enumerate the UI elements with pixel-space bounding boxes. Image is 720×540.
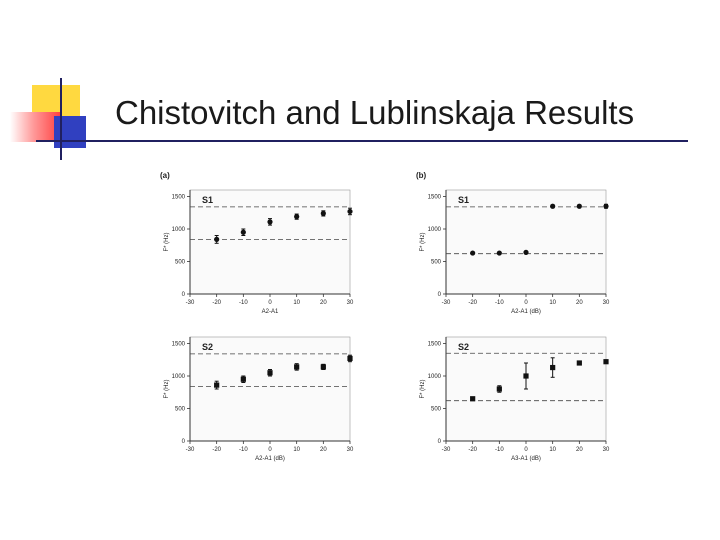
panel-letter: (b)	[416, 171, 427, 180]
panel-letter: (a)	[160, 171, 170, 180]
slide-title: Chistovitch and Lublinskaja Results	[115, 94, 635, 131]
y-tick-label: 500	[175, 260, 186, 266]
x-tick-label: 10	[549, 447, 556, 453]
data-point	[496, 386, 502, 392]
panel-series-label: S1	[202, 195, 213, 205]
x-tick-label: -30	[442, 447, 451, 453]
data-point	[320, 210, 326, 216]
data-point	[240, 376, 246, 382]
y-tick-label: 1000	[428, 374, 442, 380]
y-tick-label: 1500	[172, 342, 186, 348]
x-tick-label: -20	[212, 447, 221, 453]
y-tick-label: 1500	[428, 342, 442, 348]
x-tick-label: 10	[549, 300, 556, 306]
decor-blue-square	[54, 116, 86, 148]
x-tick-label: 30	[603, 300, 610, 306]
x-tick-label: -10	[239, 447, 248, 453]
x-tick-label: 30	[347, 447, 354, 453]
x-tick-label: -10	[495, 447, 504, 453]
decor-red-bar	[10, 112, 62, 142]
y-tick-label: 500	[175, 407, 186, 413]
y-tick-label: 1000	[172, 374, 186, 380]
x-tick-label: 10	[293, 447, 300, 453]
data-point	[267, 370, 273, 376]
decor-vertical-rule	[60, 78, 62, 160]
panel-series-label: S1	[458, 195, 469, 205]
data-point	[550, 364, 556, 371]
data-point	[294, 214, 300, 220]
x-tick-label: -30	[186, 447, 195, 453]
data-point	[347, 355, 353, 362]
data-point	[470, 396, 476, 402]
x-tick-label: -20	[468, 447, 477, 453]
y-tick-label: 0	[438, 439, 442, 445]
x-tick-label: 20	[576, 447, 583, 453]
data-point	[523, 249, 529, 255]
chart-panel-4: -30 -20 -10 0 10 20 30 0 500 1000 1500 S2 A3-A1 (dB)…	[420, 336, 610, 462]
y-tick-label: 1000	[172, 227, 186, 233]
data-point	[496, 250, 502, 256]
y-axis-label: F* (Hz)	[420, 380, 426, 399]
x-tick-label: -10	[495, 300, 504, 306]
data-point	[470, 250, 476, 256]
x-axis-label: A2-A1 (dB)	[255, 456, 285, 462]
data-point	[294, 364, 300, 370]
y-axis-label: F* (Hz)	[164, 233, 170, 252]
y-tick-label: 0	[438, 292, 442, 298]
chart-panel-2: -30 -20 -10 0 10 20 30 0 500 1000 1500 S1 (b) A2-A1 (…	[416, 171, 610, 315]
y-tick-label: 0	[182, 292, 186, 298]
data-point	[267, 219, 273, 225]
x-axis-label: A2-A1 (dB)	[511, 309, 541, 315]
x-tick-label: 30	[347, 300, 354, 306]
data-point	[214, 236, 220, 242]
y-tick-label: 0	[182, 439, 186, 445]
y-tick-label: 500	[431, 260, 442, 266]
panel-series-label: S2	[202, 342, 213, 352]
plot-frame	[445, 189, 607, 295]
data-point	[214, 382, 220, 388]
data-point	[320, 364, 326, 370]
y-tick-label: 1500	[428, 195, 442, 201]
x-tick-label: 20	[576, 300, 583, 306]
x-tick-label: 10	[293, 300, 300, 306]
title-underline	[36, 140, 688, 142]
y-tick-label: 1500	[172, 195, 186, 201]
x-tick-label: -30	[442, 300, 451, 306]
panel-series-label: S2	[458, 342, 469, 352]
x-tick-label: -10	[239, 300, 248, 306]
data-point	[347, 208, 353, 215]
x-tick-label: 20	[320, 300, 327, 306]
x-tick-label: 0	[524, 300, 528, 306]
x-tick-label: -20	[212, 300, 221, 306]
data-point	[576, 203, 582, 209]
data-point	[523, 373, 529, 379]
chart-panel-1: -30 -20 -10 0 10 20 30 0 500 1000 1500 S1 (a) A2-A1 F*…	[160, 171, 354, 315]
y-tick-label: 500	[431, 407, 442, 413]
y-axis-label: F* (Hz)	[164, 380, 170, 399]
data-point	[603, 359, 609, 365]
x-axis-label: A2-A1	[262, 309, 279, 315]
y-tick-label: 1000	[428, 227, 442, 233]
chart-panel-3: -30 -20 -10 0 10 20 30 0 500 1000 1500 S2 A2-A1 (dB)…	[164, 336, 354, 462]
data-point	[603, 203, 609, 209]
x-tick-label: -30	[186, 300, 195, 306]
x-tick-label: 0	[268, 447, 272, 453]
data-point	[550, 203, 556, 209]
plot-frame	[189, 336, 351, 442]
x-tick-label: 0	[524, 447, 528, 453]
x-tick-label: -20	[468, 300, 477, 306]
data-point	[576, 360, 582, 366]
x-axis-label: A3-A1 (dB)	[511, 456, 541, 462]
x-tick-label: 20	[320, 447, 327, 453]
y-axis-label: F* (Hz)	[420, 233, 426, 252]
plot-frame	[189, 189, 351, 295]
data-point	[240, 229, 246, 235]
x-tick-label: 0	[268, 300, 272, 306]
x-tick-label: 30	[603, 447, 610, 453]
